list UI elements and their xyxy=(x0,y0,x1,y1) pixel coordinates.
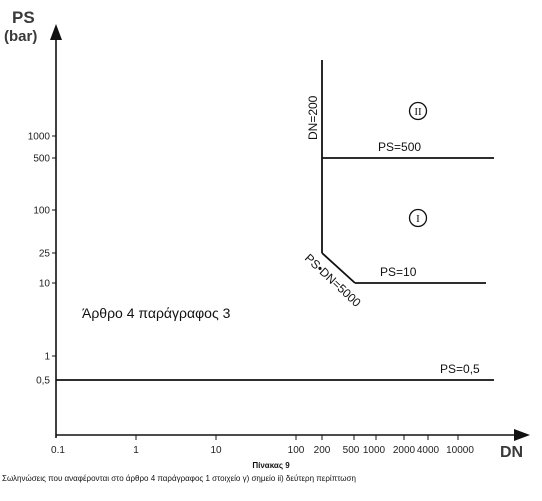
x-tick-label-1000: 1000 xyxy=(363,445,386,456)
caption-title: Πίνακας 9 xyxy=(252,461,290,470)
y-tick-label-25: 25 xyxy=(39,249,51,260)
y-tick-label-1: 1 xyxy=(44,352,50,363)
region-1-label: I xyxy=(416,213,420,225)
x-ticks: 0.1 1 10 100 200 500 1000 2000 4000 1000… xyxy=(51,435,474,456)
y-tick-label-100: 100 xyxy=(33,206,50,217)
ps-dn-5000-label: PS•DN=5000 xyxy=(302,251,364,310)
article-reference: Άρθρο 4 παράγραφος 3 xyxy=(82,305,231,321)
ps-10-label: PS=10 xyxy=(380,265,417,279)
y-axis-arrow xyxy=(50,24,62,40)
caption-text: Σωληνώσεις που αναφέρονται στο άρθρο 4 π… xyxy=(2,474,356,483)
ps-0-5-label: PS=0,5 xyxy=(440,362,480,376)
y-tick-label-1000: 1000 xyxy=(28,132,51,143)
pressure-diameter-diagram: PS (bar) DN 1000 500 100 25 10 1 0,5 0.1… xyxy=(4,8,530,460)
y-tick-label-500: 500 xyxy=(33,154,50,165)
x-tick-label-10: 10 xyxy=(210,445,222,456)
x-tick-label-200: 200 xyxy=(314,445,331,456)
y-ticks: 1000 500 100 25 10 1 0,5 xyxy=(28,132,56,387)
x-tick-label-0-1: 0.1 xyxy=(51,445,65,456)
x-tick-label-1: 1 xyxy=(133,445,139,456)
x-tick-label-10000: 10000 xyxy=(446,445,474,456)
x-tick-label-500: 500 xyxy=(343,445,360,456)
x-axis-arrow xyxy=(514,429,530,441)
dn-200-label: DN=200 xyxy=(306,95,320,140)
y-tick-label-0-5: 0,5 xyxy=(36,376,50,387)
ps-500-label: PS=500 xyxy=(378,140,421,154)
y-tick-label-10: 10 xyxy=(39,279,51,290)
x-axis-title: DN xyxy=(500,444,523,460)
region-2-marker xyxy=(408,101,428,121)
x-tick-label-100: 100 xyxy=(288,445,305,456)
y-axis-title-line1: PS xyxy=(12,8,35,27)
x-tick-label-4000: 4000 xyxy=(417,445,440,456)
boundary-lines xyxy=(56,60,494,381)
ps-dn-5000-line xyxy=(321,252,356,284)
region-2-label: II xyxy=(414,106,422,118)
region-1-marker xyxy=(408,208,428,228)
x-tick-label-2000: 2000 xyxy=(393,445,416,456)
y-axis-title-line2: (bar) xyxy=(4,28,37,45)
